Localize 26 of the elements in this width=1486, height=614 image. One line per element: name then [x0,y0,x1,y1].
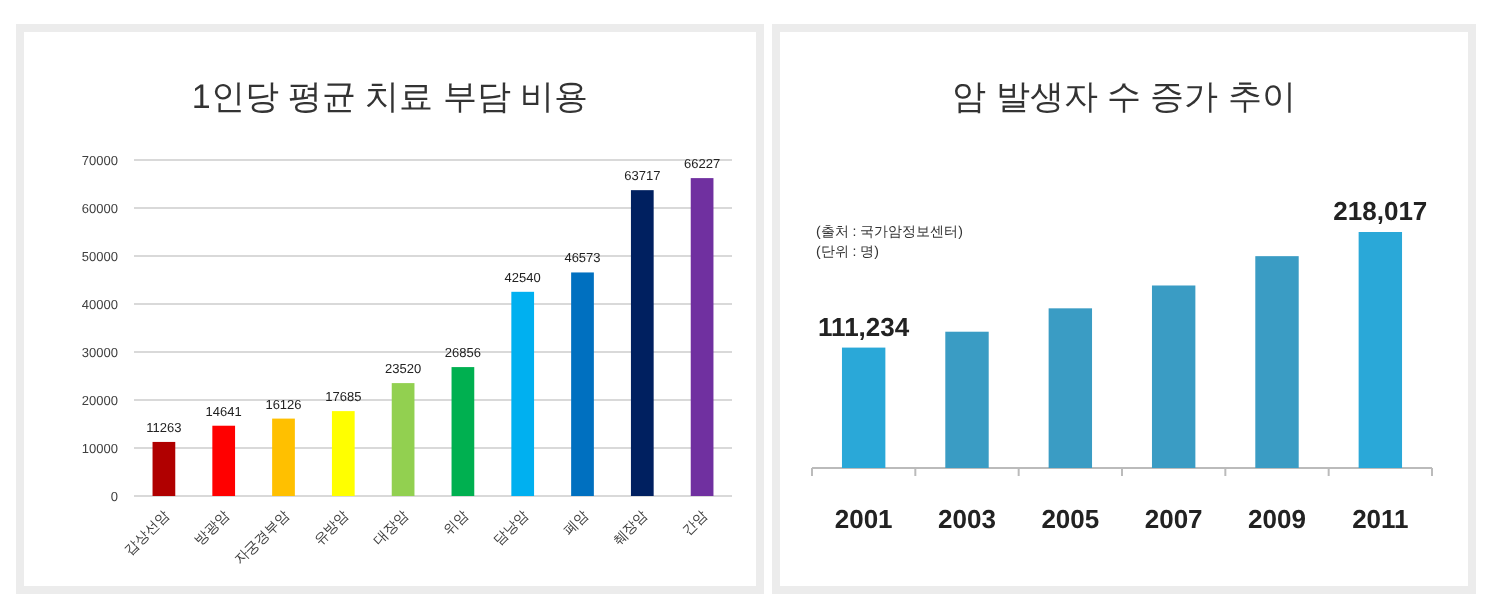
bar [1255,256,1299,468]
bar [152,441,176,496]
bar [841,347,886,468]
x-tick-label: 2001 [834,504,893,534]
x-tick-label: 2007 [1144,504,1203,534]
bar [212,425,236,496]
x-tick-label: 2011 [1352,504,1409,534]
bar [1151,285,1196,468]
x-tick-label: 2005 [1041,504,1100,534]
bar [690,178,714,496]
data-label: 111,234 [818,311,911,342]
bar [511,291,535,496]
data-label: 218,017 [1333,196,1428,226]
bar [272,418,295,496]
bar [391,383,415,496]
bar [630,190,654,496]
x-tick-label: 2009 [1248,504,1306,534]
x-tick-label: 2003 [938,504,996,534]
bar [945,331,989,468]
chart-title: 암 발생자 수 증가 추이 [952,78,1296,116]
bar [1048,308,1093,468]
bar [571,272,594,496]
chart-title: 1인당 평균 치료 부담 비용 [191,78,589,116]
bar [331,411,355,496]
bar [451,367,475,496]
bar [1358,232,1403,468]
